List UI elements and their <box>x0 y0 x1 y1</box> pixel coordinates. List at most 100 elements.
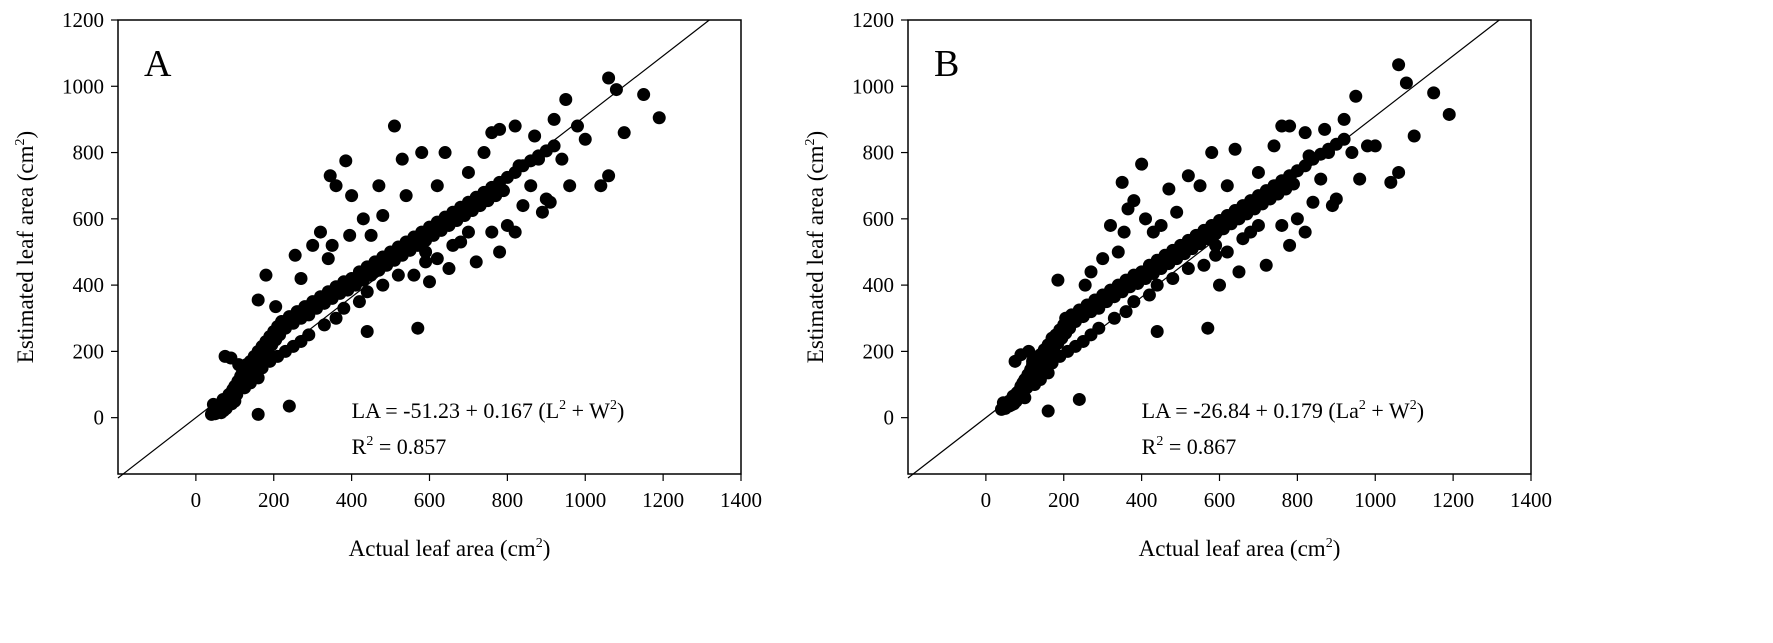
data-point <box>251 293 265 307</box>
data-point <box>1045 331 1059 345</box>
data-point <box>1384 175 1398 189</box>
y-axis-title-sup: 2 <box>13 138 28 145</box>
panel-b: 0 200 400 600 800 1000 1200 1400 0 200 400 600 800 10… <box>803 8 1552 561</box>
data-point <box>524 179 538 193</box>
x-tick-label: 200 <box>258 488 290 512</box>
data-point <box>1427 86 1441 100</box>
data-point <box>1041 366 1055 380</box>
data-point <box>1302 149 1316 163</box>
y-tick-label: 600 <box>73 207 105 231</box>
data-point <box>251 407 265 421</box>
data-point <box>1201 321 1215 335</box>
data-point <box>325 238 339 252</box>
data-point <box>1209 238 1223 252</box>
data-point <box>1084 265 1098 279</box>
data-point <box>1298 126 1312 140</box>
data-point <box>419 255 433 269</box>
data-point <box>1392 165 1406 179</box>
data-point <box>1228 142 1242 156</box>
data-point <box>360 325 374 339</box>
r2-superscript: 2 <box>366 434 373 449</box>
data-point <box>1275 218 1289 232</box>
data-point <box>637 88 651 102</box>
data-point <box>282 399 296 413</box>
data-point <box>339 154 353 168</box>
equation-part: ) <box>617 398 624 423</box>
y-tick-label: 600 <box>863 207 895 231</box>
equation-superscript: 2 <box>610 398 617 413</box>
x-axis-title-end: ) <box>1333 536 1341 561</box>
data-point <box>1392 58 1406 72</box>
y-tick-label: 0 <box>884 406 895 430</box>
data-point <box>259 268 273 282</box>
axis-ticks: 0 200 400 600 800 1000 1200 1400 0 200 400 600 800 10… <box>62 8 762 512</box>
data-point <box>1306 195 1320 209</box>
data-point <box>430 179 444 193</box>
data-point <box>1325 199 1339 213</box>
data-point <box>512 159 526 173</box>
data-point <box>306 238 320 252</box>
data-point <box>372 179 386 193</box>
data-point <box>399 189 413 203</box>
x-tick-label: 1000 <box>1354 488 1396 512</box>
data-point <box>1322 146 1336 160</box>
data-point <box>376 209 390 223</box>
y-tick-label: 400 <box>863 273 895 297</box>
r2-part: = 0.867 <box>1163 434 1236 459</box>
data-point <box>329 311 343 325</box>
data-point <box>1337 112 1351 126</box>
data-point <box>1117 225 1131 239</box>
data-point <box>594 179 608 193</box>
data-point <box>1119 305 1133 319</box>
data-point <box>317 318 331 332</box>
data-point <box>996 396 1010 410</box>
data-point <box>508 119 522 133</box>
data-point <box>430 252 444 266</box>
data-point <box>356 212 370 226</box>
data-point <box>423 275 436 289</box>
y-axis-title-text: Estimated leaf area (cm <box>13 145 38 363</box>
data-point <box>1407 129 1421 143</box>
y-tick-label: 200 <box>73 339 105 363</box>
data-point <box>391 245 405 259</box>
x-axis-title-end: ) <box>543 536 551 561</box>
data-point <box>563 179 577 193</box>
data-point <box>1267 139 1281 153</box>
data-point <box>461 225 475 239</box>
equation-part: + W <box>566 398 610 423</box>
x-tick-label: 400 <box>336 488 368 512</box>
data-point <box>1181 262 1195 276</box>
panel-letter: B <box>934 43 959 85</box>
y-tick-label: 1200 <box>852 8 894 32</box>
data-point <box>1022 344 1036 358</box>
data-point <box>535 205 549 219</box>
r2-part: = 0.857 <box>373 434 446 459</box>
data-point <box>442 262 456 276</box>
data-point <box>1337 132 1351 146</box>
x-axis-title: Actual leaf area (cm2) <box>349 536 551 561</box>
data-point <box>1127 295 1141 309</box>
regression-equation: LA = -26.84 + 0.179 (La2 + W2) <box>1142 398 1424 423</box>
data-point <box>1244 225 1258 239</box>
y-tick-label: 800 <box>73 141 105 165</box>
data-point <box>1078 278 1092 292</box>
data-point <box>1139 212 1153 226</box>
data-point <box>1232 265 1246 279</box>
data-point <box>578 132 592 146</box>
y-tick-label: 800 <box>863 141 895 165</box>
data-point <box>321 252 335 266</box>
data-point <box>508 225 522 239</box>
x-axis-title-text: Actual leaf area (cm <box>349 536 536 561</box>
y-axis-title-end: ) <box>13 131 38 139</box>
data-point <box>1181 169 1195 183</box>
data-point <box>532 152 546 166</box>
data-point <box>387 119 401 133</box>
data-point <box>1041 404 1055 418</box>
data-point <box>652 111 666 125</box>
data-points <box>204 71 666 421</box>
data-point <box>1399 76 1413 90</box>
data-point <box>1185 238 1199 252</box>
data-point <box>1290 212 1304 226</box>
data-point <box>419 245 433 259</box>
